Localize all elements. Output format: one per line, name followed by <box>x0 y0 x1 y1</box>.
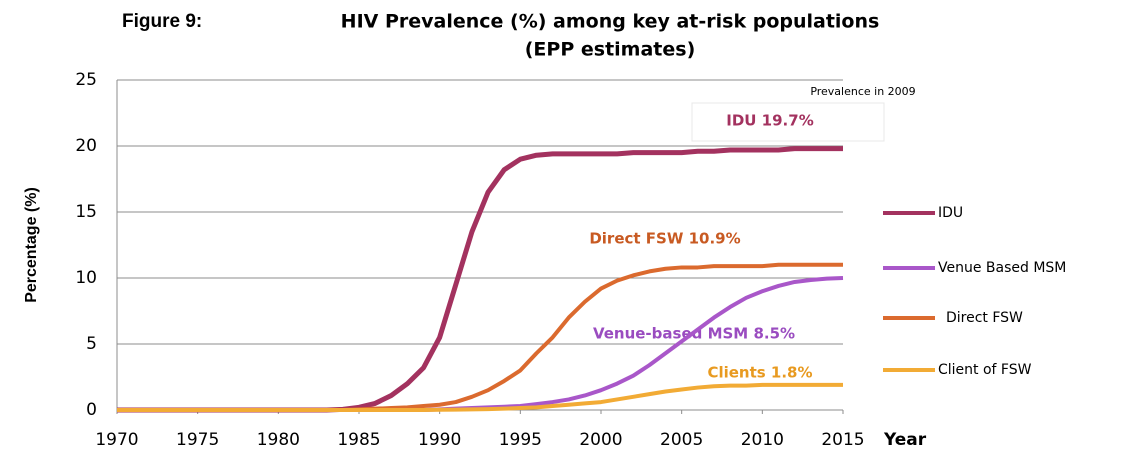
y-tick-label: 5 <box>86 334 97 354</box>
x-tick-label: 1995 <box>499 430 542 450</box>
chart-subtitle: (EPP estimates) <box>525 39 696 61</box>
annotation: Clients 1.8% <box>707 364 812 382</box>
series-line <box>117 382 843 412</box>
legend-label: Venue Based MSM <box>938 260 1066 276</box>
y-tick-label: 10 <box>75 268 97 288</box>
y-axis-label: Percentage (%) <box>23 187 40 303</box>
x-tick-label: 1985 <box>337 430 380 450</box>
legend-label: Client of FSW <box>938 362 1032 378</box>
x-tick-label: 2015 <box>821 430 864 450</box>
annotation-box <box>691 102 885 142</box>
x-tick-label: 1990 <box>418 430 461 450</box>
y-tick-label: 0 <box>86 400 97 420</box>
y-tick-label: 15 <box>75 202 97 222</box>
legend-label: IDU <box>938 205 963 221</box>
x-tick-label: 1975 <box>176 430 219 450</box>
y-tick-label: 25 <box>75 70 97 90</box>
x-tick-label: 2005 <box>660 430 703 450</box>
chart-title: HIV Prevalence (%) among key at-risk pop… <box>341 11 880 33</box>
x-tick-label: 1980 <box>257 430 300 450</box>
x-tick-label: 2000 <box>579 430 622 450</box>
annotation: Direct FSW 10.9% <box>589 230 740 248</box>
y-tick-label: 20 <box>75 136 97 156</box>
annotation: IDU 19.7% <box>726 112 813 130</box>
x-tick-label: 1970 <box>95 430 138 450</box>
x-tick-label: 2010 <box>741 430 784 450</box>
figure-label: Figure 9: <box>122 11 202 32</box>
legend-label: Direct FSW <box>946 310 1023 326</box>
annotation: Prevalence in 2009 <box>810 85 915 98</box>
x-axis-label: Year <box>883 430 927 450</box>
